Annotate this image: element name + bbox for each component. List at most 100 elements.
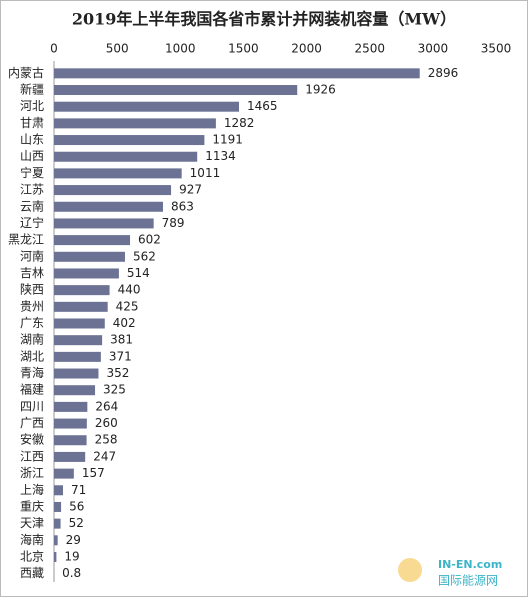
x-tick-label: 2500 — [354, 42, 385, 56]
y-tick-label: 西藏 — [20, 566, 44, 580]
bar — [54, 201, 163, 212]
value-label: 56 — [69, 499, 84, 513]
value-label: 2896 — [428, 66, 459, 80]
bar — [54, 468, 74, 479]
y-tick-label: 河北 — [20, 99, 44, 113]
y-tick-label: 天津 — [20, 516, 44, 530]
value-label: 325 — [103, 383, 126, 397]
y-tick-label: 江西 — [20, 449, 44, 463]
bar — [54, 551, 57, 562]
value-label: 260 — [95, 416, 118, 430]
value-label: 381 — [110, 333, 133, 347]
y-tick-label: 海南 — [20, 532, 44, 547]
bar — [54, 218, 154, 229]
y-tick-label: 山西 — [20, 149, 44, 163]
y-tick-label: 辽宁 — [20, 215, 44, 230]
value-label: 1465 — [247, 99, 278, 113]
y-tick-label: 浙江 — [20, 466, 44, 480]
x-tick-label: 2000 — [291, 42, 322, 56]
x-tick-label: 3000 — [418, 42, 449, 56]
value-label: 258 — [95, 433, 118, 447]
bar — [54, 451, 86, 462]
bar — [54, 435, 87, 446]
y-tick-label: 广东 — [20, 316, 44, 330]
bar — [54, 268, 119, 279]
bar — [54, 351, 101, 362]
bar — [54, 401, 88, 412]
value-label: 927 — [179, 183, 202, 197]
bar — [54, 368, 99, 379]
bar — [54, 168, 182, 179]
value-label: 562 — [133, 249, 156, 263]
value-label: 863 — [171, 199, 194, 213]
y-tick-label: 湖北 — [20, 348, 44, 363]
bar — [54, 501, 62, 512]
value-label: 1191 — [212, 133, 243, 147]
y-tick-label: 广西 — [20, 416, 44, 430]
value-label: 1011 — [190, 166, 221, 180]
value-label: 71 — [71, 483, 86, 497]
y-tick-label: 湖南 — [20, 332, 44, 347]
bar — [54, 485, 63, 496]
y-tick-label: 甘肃 — [20, 116, 44, 130]
value-label: 514 — [127, 266, 150, 280]
bar — [54, 151, 198, 162]
bar — [54, 118, 216, 129]
value-label: 789 — [162, 216, 185, 230]
bar — [54, 185, 172, 196]
value-label: 1282 — [224, 116, 255, 130]
bar — [54, 85, 298, 96]
value-label: 247 — [93, 449, 116, 463]
x-tick-label: 500 — [106, 42, 129, 56]
value-label: 264 — [95, 399, 118, 413]
value-label: 402 — [113, 316, 136, 330]
y-tick-label: 北京 — [20, 549, 44, 563]
bar — [54, 285, 110, 296]
y-tick-label: 贵州 — [20, 299, 44, 313]
logo — [398, 558, 422, 582]
y-tick-label: 青海 — [20, 365, 44, 380]
y-tick-label: 上海 — [20, 482, 44, 497]
bar — [54, 518, 61, 529]
y-tick-label: 宁夏 — [20, 165, 44, 180]
bar — [54, 101, 240, 112]
y-tick-label: 河南 — [20, 248, 44, 263]
value-label: 19 — [64, 549, 79, 563]
x-tick-label: 3500 — [481, 42, 512, 56]
value-label: 352 — [106, 366, 129, 380]
value-label: 1134 — [205, 149, 236, 163]
value-label: 440 — [118, 283, 141, 297]
watermark: IN-EN.com — [438, 558, 502, 571]
bar — [54, 535, 58, 546]
y-tick-label: 陕西 — [20, 282, 44, 297]
x-tick-label: 0 — [50, 42, 58, 56]
y-tick-label: 四川 — [20, 399, 44, 413]
value-label: 52 — [69, 516, 84, 530]
bar — [54, 251, 125, 262]
bar — [54, 385, 96, 396]
bar — [54, 418, 87, 429]
y-tick-label: 内蒙古 — [8, 65, 44, 80]
bar — [54, 318, 105, 329]
y-tick-label: 江苏 — [20, 183, 44, 197]
bar — [54, 301, 108, 312]
y-tick-label: 新疆 — [20, 82, 44, 97]
bar — [54, 135, 205, 146]
value-label: 425 — [116, 299, 139, 313]
bar — [54, 235, 131, 246]
y-tick-label: 云南 — [20, 198, 44, 213]
y-tick-label: 福建 — [20, 382, 44, 397]
bar — [54, 68, 420, 79]
x-tick-label: 1500 — [228, 42, 259, 56]
watermark: 国际能源网 — [438, 574, 498, 588]
y-tick-label: 重庆 — [20, 499, 44, 513]
x-tick-label: 1000 — [165, 42, 196, 56]
chart-title: 2019年上半年我国各省市累计并网装机容量（MW） — [72, 10, 456, 29]
y-tick-label: 山东 — [20, 133, 44, 147]
value-label: 371 — [109, 349, 132, 363]
bar — [54, 335, 103, 346]
value-label: 1926 — [305, 83, 336, 97]
